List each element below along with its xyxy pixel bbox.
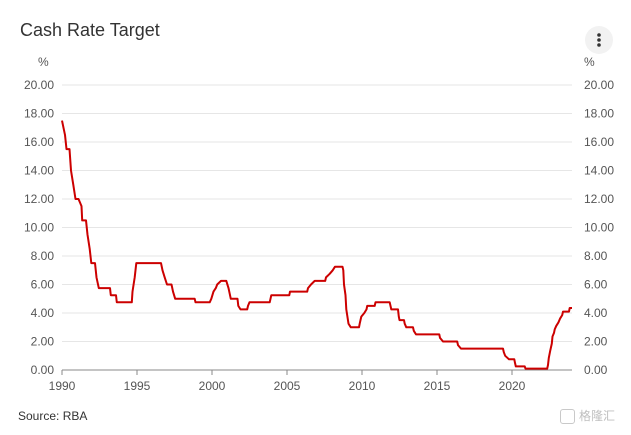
y-tick-label-left: 6.00 [31, 278, 55, 292]
x-tick-label: 2010 [349, 379, 376, 393]
y-tick-label-right: 12.00 [584, 192, 614, 206]
x-tick-label: 1990 [49, 379, 76, 393]
y-tick-label-left: 4.00 [31, 306, 55, 320]
y-tick-label-right: 0.00 [584, 363, 608, 377]
y-tick-label-right: 18.00 [584, 107, 614, 121]
source-note: Source: RBA [18, 409, 88, 423]
x-axis: 1990 1995 2000 2005 2010 2015 2020 [49, 370, 526, 393]
chart-title: Cash Rate Target [20, 20, 160, 40]
y-tick-label-left: 20.00 [24, 78, 54, 92]
y-tick-label-left: 8.00 [31, 249, 55, 263]
y-axis-right: 0.00 2.00 4.00 6.00 8.00 10.00 12.00 14.00 16.00… [584, 78, 614, 377]
y-tick-label-right: 6.00 [584, 278, 608, 292]
x-tick-label: 2020 [499, 379, 526, 393]
series-layer [61, 120, 572, 370]
y-tick-label-right: 16.00 [584, 135, 614, 149]
watermark-text: 格隆汇 [579, 409, 616, 423]
y-axis-label-right: % [584, 55, 595, 69]
x-tick-label: 2005 [274, 379, 301, 393]
y-tick-label-left: 10.00 [24, 221, 54, 235]
y-tick-label-left: 16.00 [24, 135, 54, 149]
x-tick-label: 2000 [199, 379, 226, 393]
y-tick-label-right: 20.00 [584, 78, 614, 92]
y-axis-label-left: % [38, 55, 49, 69]
y-tick-label-left: 12.00 [24, 192, 54, 206]
y-tick-label-right: 4.00 [584, 306, 608, 320]
y-tick-label-right: 2.00 [584, 335, 608, 349]
y-tick-label-left: 2.00 [31, 335, 55, 349]
more-vertical-icon [597, 33, 601, 47]
grid [62, 84, 572, 371]
y-tick-label-left: 14.00 [24, 164, 54, 178]
y-tick-label-right: 10.00 [584, 221, 614, 235]
chart-menu-button[interactable] [585, 26, 613, 54]
y-tick-label-left: 18.00 [24, 107, 54, 121]
x-tick-label: 2015 [424, 379, 451, 393]
watermark: 格隆汇 [560, 407, 616, 425]
y-axis-left: 0.00 2.00 4.00 6.00 8.00 10.00 12.00 14.00 16.00… [24, 78, 54, 377]
watermark-logo-icon [560, 409, 575, 425]
x-tick-label: 1995 [124, 379, 151, 393]
y-tick-label-right: 8.00 [584, 249, 608, 263]
series-line [61, 120, 572, 370]
y-tick-label-right: 14.00 [584, 164, 614, 178]
y-tick-label-left: 0.00 [31, 363, 55, 377]
